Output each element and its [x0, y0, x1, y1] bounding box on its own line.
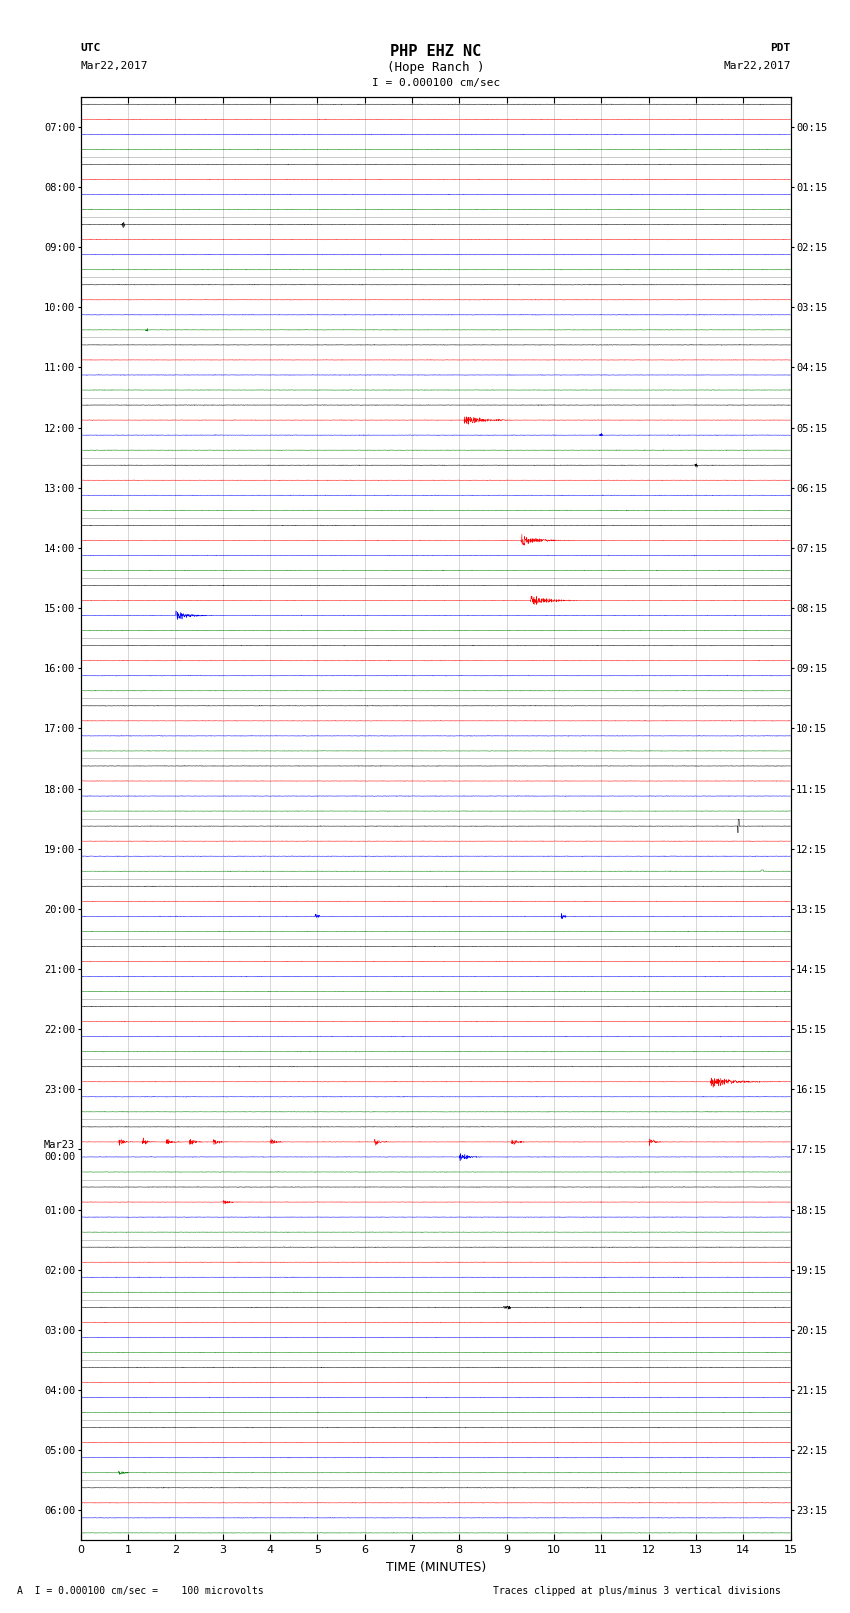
Text: Traces clipped at plus/minus 3 vertical divisions: Traces clipped at plus/minus 3 vertical …	[493, 1586, 781, 1595]
Text: Mar22,2017: Mar22,2017	[723, 61, 791, 71]
Text: Mar22,2017: Mar22,2017	[81, 61, 148, 71]
Text: UTC: UTC	[81, 44, 101, 53]
X-axis label: TIME (MINUTES): TIME (MINUTES)	[386, 1561, 485, 1574]
Text: I = 0.000100 cm/sec: I = 0.000100 cm/sec	[371, 77, 500, 89]
Text: PDT: PDT	[770, 44, 790, 53]
Text: A  I = 0.000100 cm/sec =    100 microvolts: A I = 0.000100 cm/sec = 100 microvolts	[17, 1586, 264, 1595]
Text: PHP EHZ NC: PHP EHZ NC	[390, 44, 481, 60]
Text: (Hope Ranch ): (Hope Ranch )	[387, 61, 484, 74]
